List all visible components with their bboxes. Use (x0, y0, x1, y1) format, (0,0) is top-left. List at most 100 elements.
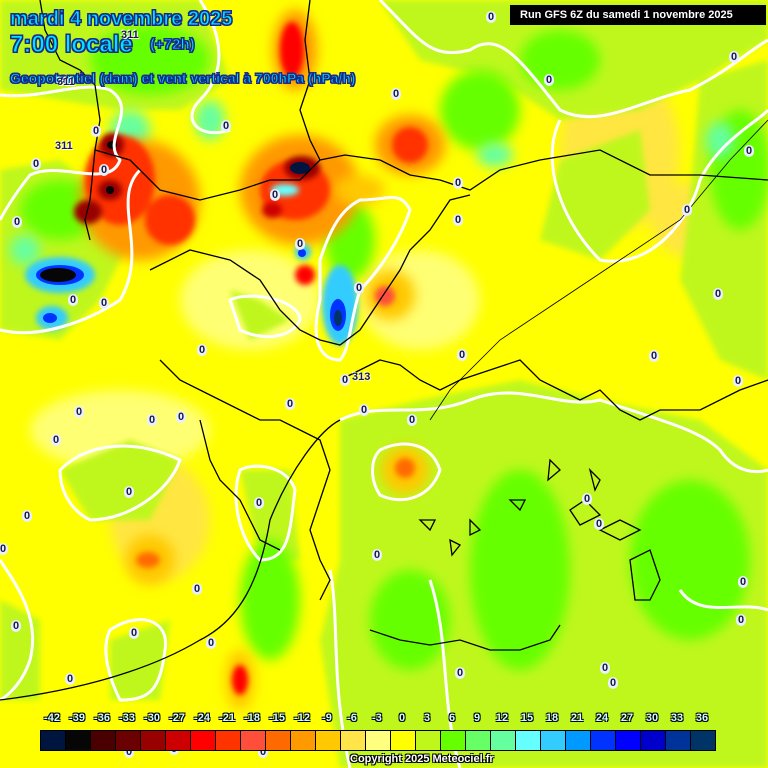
colorbar-tick-label: -27 (169, 712, 185, 724)
colorbar-swatch (166, 731, 191, 750)
contour-label: 0 (285, 398, 296, 410)
colorbar-swatch (441, 731, 466, 750)
colorbar-tick-label: -33 (119, 712, 135, 724)
contour-label: 0 (99, 164, 110, 176)
colorbar-swatch (91, 731, 116, 750)
colorbar-tick-label: -6 (347, 712, 357, 724)
colorbar-tick-label: 0 (398, 712, 406, 724)
contour-label: 0 (608, 677, 619, 689)
colorbar-swatch (541, 731, 566, 750)
contour-label: 0 (124, 746, 135, 758)
colorbar-swatch (291, 731, 316, 750)
contour-label: 0 (359, 404, 370, 416)
forecast-date: mardi 4 novembre 2025 (9, 8, 233, 31)
colorbar-tick-label: -3 (372, 712, 382, 724)
contour-label: 0 (176, 411, 187, 423)
forecast-lead: (+72h) (150, 36, 196, 54)
colorbar-tick-label: 18 (545, 712, 559, 724)
contour-label: 0 (600, 662, 611, 674)
colorbar-tick-label: 3 (423, 712, 431, 724)
contour-label: 0 (31, 158, 42, 170)
contour-label: 0 (455, 667, 466, 679)
colorbar-tick-label: 15 (520, 712, 534, 724)
contour-label: 0 (372, 549, 383, 561)
contour-label: 0 (453, 177, 464, 189)
colorbar-tick-label: 6 (448, 712, 456, 724)
contour-label: 0 (12, 216, 23, 228)
contour-label: 0 (733, 375, 744, 387)
colorbar-swatch (191, 731, 216, 750)
colorbar-swatch (616, 731, 641, 750)
colorbar-swatch (416, 731, 441, 750)
contour-label: 0 (544, 74, 555, 86)
colorbar-ticks: -42 -39 -36 -33 -30 -27 -24 -21 -18 -15 -12 -9 -6 -3 0… (0, 712, 768, 726)
geopotential-label: 313 (352, 371, 371, 383)
colorbar-tick-label: -15 (269, 712, 285, 724)
colorbar-tick-label: 27 (620, 712, 634, 724)
colorbar-swatch (41, 731, 66, 750)
contour-label: 0 (340, 374, 351, 386)
colorbar-swatch (341, 731, 366, 750)
copyright: Copyright 2025 Meteociel.fr (350, 753, 494, 765)
colorbar-swatch (266, 731, 291, 750)
colorbar-tick-label: 36 (695, 712, 709, 724)
contour-label: 0 (99, 297, 110, 309)
contour-label: 0 (649, 350, 660, 362)
contour-label: 0 (68, 294, 79, 306)
contour-label: 0 (453, 214, 464, 226)
contour-label: 0 (486, 11, 497, 23)
colorbar-swatch (216, 731, 241, 750)
colorbar-tick-label: -36 (94, 712, 110, 724)
colorbar-swatch (516, 731, 541, 750)
colorbar-swatch (591, 731, 616, 750)
geopotential-label: 311 (57, 76, 75, 88)
parameter-title: Geopotentiel (dam) et vent vertical à 70… (9, 70, 356, 87)
contour-label: 0 (65, 673, 76, 685)
contour-label: 0 (11, 620, 22, 632)
colorbar-swatch (366, 731, 391, 750)
colorbar (40, 730, 716, 751)
colorbar-swatch (141, 731, 166, 750)
colorbar-swatch (666, 731, 691, 750)
colorbar-tick-label: -18 (244, 712, 260, 724)
contour-label: 0 (206, 637, 217, 649)
contour-label: 0 (354, 282, 365, 294)
contour-label: 0 (91, 125, 102, 137)
contour-label: 0 (457, 349, 468, 361)
colorbar-tick-label: 12 (495, 712, 509, 724)
contour-label: 0 (682, 204, 693, 216)
geopotential-label: 311 (55, 140, 73, 152)
colorbar-tick-label: -39 (69, 712, 85, 724)
contour-label: 0 (51, 434, 62, 446)
colorbar-swatch (241, 731, 266, 750)
contour-label: 0 (738, 576, 749, 588)
contour-label: 0 (197, 344, 208, 356)
contour-label: 0 (192, 583, 203, 595)
run-info: Run GFS 6Z du samedi 1 novembre 2025 (510, 5, 766, 25)
colorbar-swatch (116, 731, 141, 750)
contour-label: 0 (594, 518, 605, 530)
colorbar-tick-label: -21 (219, 712, 235, 724)
contour-label: 0 (744, 145, 755, 157)
geopotential-label: 311 (121, 29, 139, 41)
colorbar-tick-label: 30 (645, 712, 659, 724)
contour-label: 0 (295, 238, 306, 250)
contour-label: 0 (0, 543, 9, 555)
coastlines-borders (0, 0, 768, 701)
contour-label: 0 (221, 120, 232, 132)
colorbar-tick-label: -42 (44, 712, 60, 724)
contour-label: 0 (713, 288, 724, 300)
colorbar-tick-label: 24 (595, 712, 609, 724)
contour-label: 0 (582, 493, 593, 505)
contour-label: 0 (258, 746, 269, 758)
colorbar-tick-label: -9 (322, 712, 332, 724)
colorbar-tick-label: -30 (144, 712, 160, 724)
contour-label: 0 (129, 627, 140, 639)
contour-label: 0 (254, 497, 265, 509)
colorbar-swatch (641, 731, 666, 750)
colorbar-swatch (491, 731, 516, 750)
colorbar-swatch (566, 731, 591, 750)
